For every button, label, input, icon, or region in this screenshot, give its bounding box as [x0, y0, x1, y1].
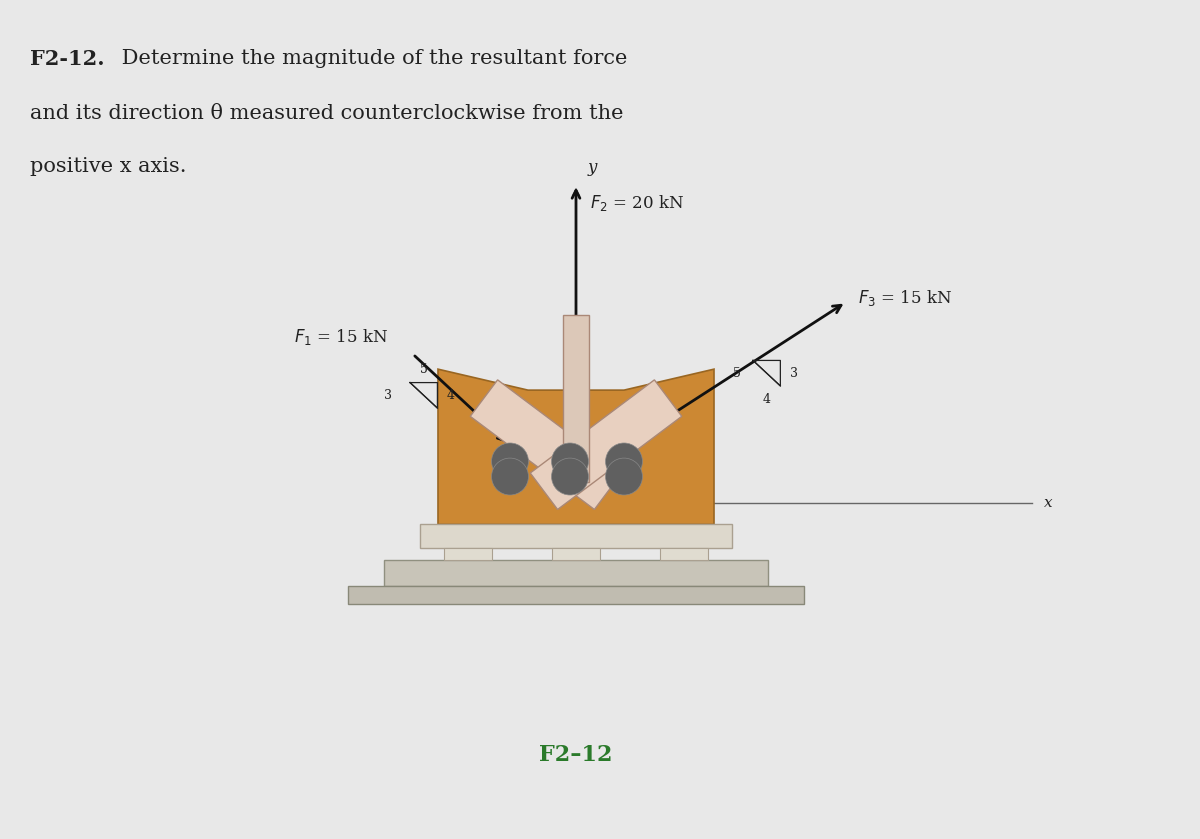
Text: x: x	[1044, 497, 1052, 510]
Text: $F_3$ = 15 kN: $F_3$ = 15 kN	[858, 288, 953, 308]
Bar	[384, 560, 768, 586]
Text: 5: 5	[420, 363, 427, 376]
Circle shape	[552, 458, 588, 495]
Polygon shape	[563, 315, 589, 482]
Circle shape	[606, 458, 642, 495]
Bar	[444, 548, 492, 560]
Text: 3: 3	[790, 367, 798, 380]
Circle shape	[492, 458, 528, 495]
Polygon shape	[530, 380, 682, 509]
Bar	[552, 548, 600, 560]
Polygon shape	[438, 369, 714, 524]
Text: $F_2$ = 20 kN: $F_2$ = 20 kN	[590, 193, 685, 213]
Text: 5: 5	[733, 367, 742, 380]
Text: positive x axis.: positive x axis.	[30, 157, 186, 176]
Circle shape	[492, 443, 528, 480]
Text: $F_1$ = 15 kN: $F_1$ = 15 kN	[294, 327, 389, 347]
Text: y: y	[588, 159, 598, 176]
Circle shape	[552, 443, 588, 480]
Text: 4: 4	[763, 393, 770, 405]
Bar	[660, 548, 708, 560]
Text: Determine the magnitude of the resultant force: Determine the magnitude of the resultant…	[115, 49, 628, 68]
Text: 3: 3	[384, 388, 392, 402]
Bar	[420, 524, 732, 548]
Circle shape	[606, 443, 642, 480]
Text: F2-12.: F2-12.	[30, 49, 104, 69]
Text: 4: 4	[446, 388, 455, 402]
Text: and its direction θ measured counterclockwise from the: and its direction θ measured countercloc…	[30, 104, 624, 123]
Bar	[348, 586, 804, 604]
Text: F2–12: F2–12	[539, 744, 613, 766]
Polygon shape	[470, 380, 622, 509]
